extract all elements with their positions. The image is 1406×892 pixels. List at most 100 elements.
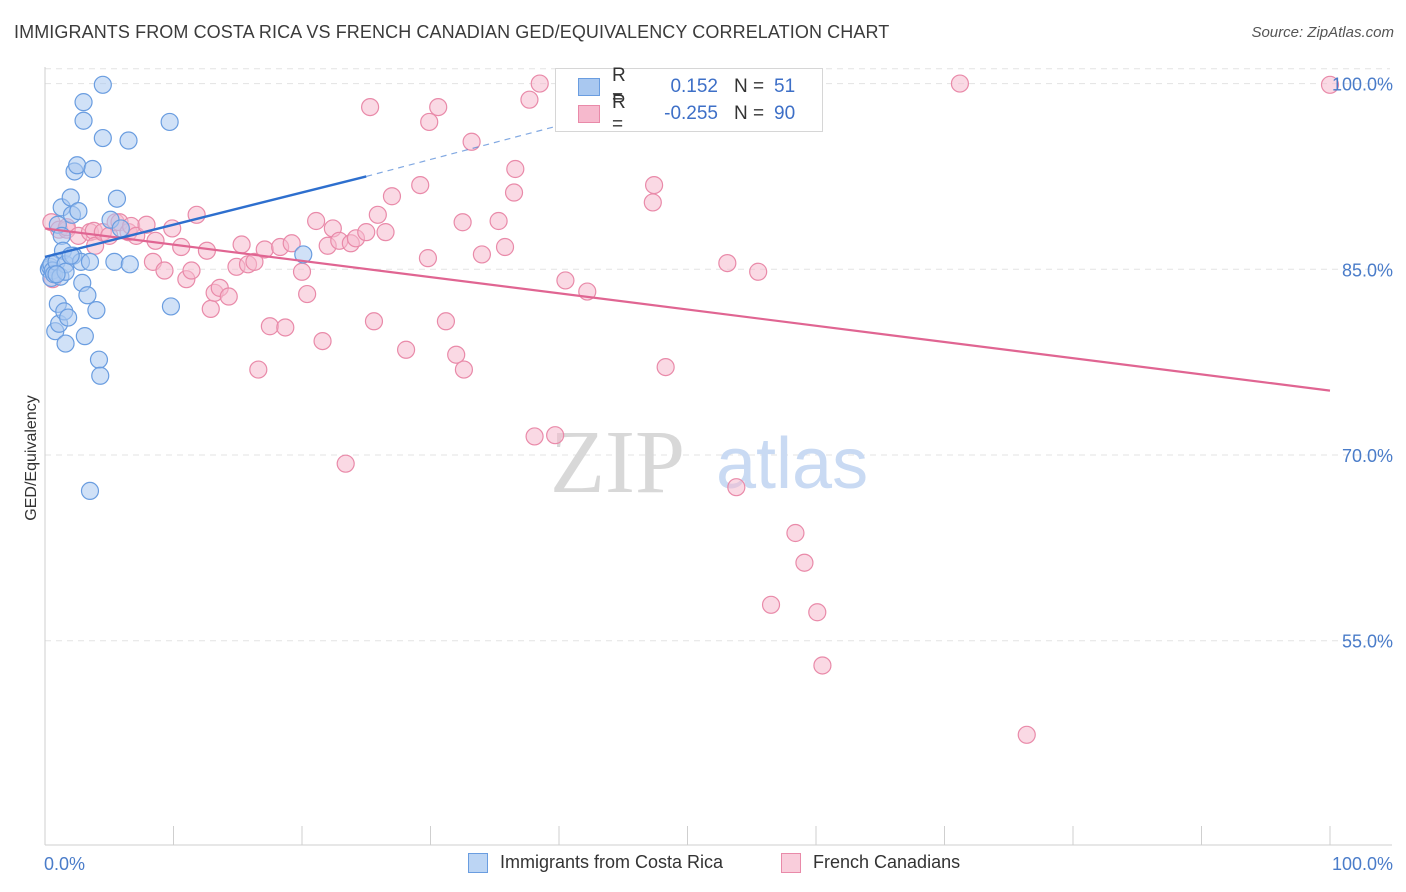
watermark-zip: ZIP — [550, 413, 685, 512]
data-point-french-canadians — [761, 595, 781, 614]
legend-r-label: R = — [612, 65, 626, 108]
data-point-french-canadians — [357, 223, 376, 242]
data-point-french-canadians — [808, 603, 827, 622]
data-point-french-canadians — [382, 187, 402, 206]
legend-swatch-blue — [578, 78, 600, 96]
data-point-costa-rica — [80, 481, 100, 501]
data-point-french-canadians — [718, 253, 737, 273]
data-point-french-canadians — [313, 331, 332, 351]
data-point-costa-rica — [80, 252, 100, 271]
data-point-french-canadians — [276, 318, 295, 337]
data-point-french-canadians — [495, 237, 515, 257]
legend-swatch-blue — [468, 852, 488, 873]
data-point-costa-rica — [74, 93, 93, 112]
data-point-costa-rica — [111, 219, 130, 238]
data-point-french-canadians — [454, 360, 474, 379]
data-point-french-canadians — [1017, 725, 1036, 744]
data-point-french-canadians — [489, 211, 508, 231]
data-point-french-canadians — [336, 454, 355, 473]
data-point-costa-rica — [78, 286, 97, 305]
data-point-costa-rica — [93, 128, 112, 148]
data-point-french-canadians — [795, 553, 814, 572]
data-point-costa-rica — [68, 156, 87, 175]
data-point-costa-rica — [294, 245, 313, 264]
data-point-costa-rica — [160, 112, 179, 132]
legend-n-label: N = — [734, 76, 765, 97]
trend-line-costa-rica — [44, 175, 367, 259]
data-point-french-canadians — [249, 360, 268, 379]
data-point-french-canadians — [656, 357, 675, 377]
legend-n-value: 90 — [774, 103, 796, 124]
data-point-costa-rica — [47, 265, 66, 284]
grid-lines — [45, 68, 1390, 642]
data-point-french-canadians — [525, 427, 544, 446]
data-point-costa-rica — [59, 308, 78, 327]
data-point-costa-rica — [93, 75, 112, 94]
data-point-costa-rica — [74, 111, 93, 130]
x-tick-label: 100.0% — [1332, 854, 1393, 874]
watermark: ZIP atlas — [550, 413, 868, 512]
data-point-french-canadians — [506, 159, 525, 179]
data-point-french-canadians — [436, 312, 456, 331]
data-point-french-canadians — [504, 183, 524, 202]
data-point-french-canadians — [420, 112, 439, 132]
legend-r-label: R = — [612, 92, 626, 135]
legend-item-french-canadians[interactable]: French Canadians — [781, 852, 960, 873]
data-point-french-canadians — [429, 97, 448, 117]
data-point-french-canadians — [298, 284, 317, 304]
data-point-french-canadians — [530, 74, 549, 93]
data-point-french-canadians — [376, 223, 395, 242]
axes — [44, 67, 1392, 846]
data-point-french-canadians — [418, 249, 438, 268]
data-point-french-canadians — [462, 132, 481, 151]
legend-n-label: N = — [734, 103, 765, 124]
chart-source: Source: ZipAtlas.com — [1251, 24, 1394, 41]
y-tick-label: 100.0% — [1332, 75, 1393, 95]
data-point-french-canadians — [182, 261, 201, 280]
legend-row-french-canadians: R = -0.255 N = 90 — [578, 92, 796, 135]
data-point-french-canadians — [396, 340, 416, 359]
data-point-costa-rica — [91, 366, 110, 385]
legend-swatch-pink — [578, 105, 600, 123]
data-point-french-canadians — [786, 523, 805, 543]
data-point-french-canadians — [282, 234, 301, 253]
series-french-canadians — [42, 74, 1340, 744]
data-point-french-canadians — [643, 193, 662, 212]
legend-item-costa-rica[interactable]: Immigrants from Costa Rica — [468, 852, 723, 873]
legend-label-french-canadians: French Canadians — [813, 852, 961, 872]
legend-label-costa-rica: Immigrants from Costa Rica — [500, 852, 724, 872]
legend-r-value: -0.255 — [664, 103, 718, 124]
data-point-french-canadians — [137, 215, 156, 234]
series-legend: Immigrants from Costa Rica French Canadi… — [0, 852, 1406, 878]
x-tick-label: 0.0% — [44, 854, 85, 874]
data-point-french-canadians — [411, 175, 430, 195]
data-point-french-canadians — [201, 299, 220, 319]
data-point-costa-rica — [120, 255, 139, 274]
data-point-costa-rica — [119, 131, 138, 150]
y-tick-label: 55.0% — [1342, 632, 1393, 652]
series-costa-rica — [39, 75, 313, 501]
data-point-costa-rica — [75, 327, 94, 346]
y-tick-label: 70.0% — [1342, 446, 1393, 466]
data-point-french-canadians — [155, 261, 174, 280]
data-point-french-canadians — [556, 271, 575, 290]
data-point-costa-rica — [107, 189, 127, 208]
correlation-legend: R = 0.152 N = 51 R = -0.255 N = 90 — [555, 65, 823, 135]
data-point-french-canadians — [307, 211, 326, 231]
trend-line-french-canadians — [44, 227, 1331, 392]
data-point-french-canadians — [546, 426, 565, 445]
legend-swatch-pink — [781, 852, 801, 873]
data-point-french-canadians — [472, 245, 491, 264]
legend-n-value: 51 — [774, 76, 796, 97]
data-point-costa-rica — [161, 297, 181, 316]
data-point-french-canadians — [749, 262, 768, 281]
data-point-french-canadians — [813, 656, 832, 675]
data-point-french-canadians — [260, 317, 279, 336]
data-point-french-canadians — [447, 345, 466, 364]
data-point-french-canadians — [368, 205, 387, 224]
data-point-french-canadians — [727, 478, 746, 497]
data-point-french-canadians — [1320, 75, 1340, 94]
data-point-costa-rica — [105, 252, 124, 271]
data-point-french-canadians — [245, 252, 264, 271]
